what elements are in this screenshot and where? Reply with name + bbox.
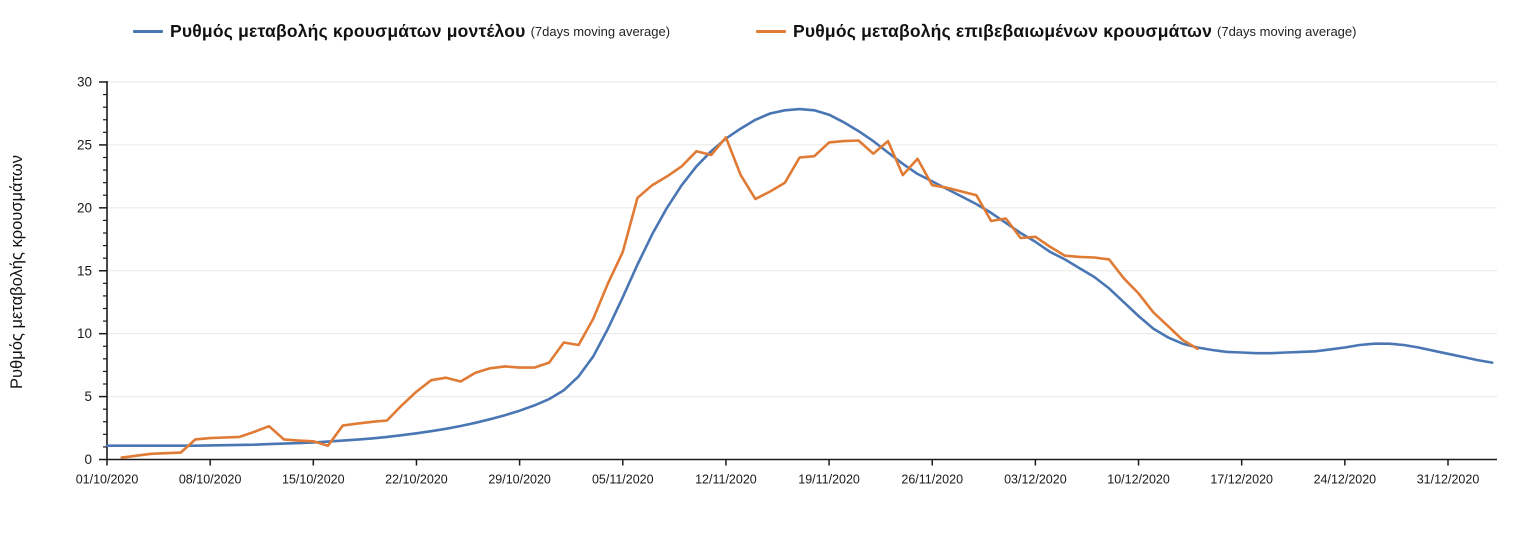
x-tick-label: 05/11/2020 bbox=[592, 473, 654, 487]
x-tick-label: 03/12/2020 bbox=[1004, 473, 1067, 487]
series-line-model bbox=[105, 107, 1494, 448]
x-tick-label: 26/11/2020 bbox=[901, 473, 963, 487]
x-tick-label: 12/11/2020 bbox=[695, 473, 757, 487]
legend-line-model-icon bbox=[133, 30, 163, 33]
x-tick-label: 10/12/2020 bbox=[1107, 473, 1170, 487]
y-tick-label: 0 bbox=[84, 452, 92, 467]
x-tick-label: 19/11/2020 bbox=[798, 473, 860, 487]
x-tick-label: 22/10/2020 bbox=[385, 473, 448, 487]
legend-label-confirmed: Ρυθμός μεταβολής επιβεβαιωμένων κρουσμάτ… bbox=[793, 21, 1213, 41]
x-tick-label: 01/10/2020 bbox=[76, 473, 139, 487]
x-tick-label: 08/10/2020 bbox=[179, 473, 242, 487]
x-tick-label: 17/12/2020 bbox=[1210, 473, 1273, 487]
y-axis-title: Ρυθμός μεταβολής κρουσμάτων bbox=[8, 155, 26, 389]
legend-line-confirmed-icon bbox=[756, 30, 786, 33]
series-line-confirmed bbox=[120, 136, 1199, 459]
y-tick-label: 30 bbox=[77, 75, 92, 90]
x-tick-label: 15/10/2020 bbox=[282, 473, 345, 487]
y-tick-label: 25 bbox=[77, 137, 92, 152]
x-tick-label: 24/12/2020 bbox=[1314, 473, 1377, 487]
y-tick-label: 5 bbox=[84, 389, 92, 404]
x-tick-label: 31/12/2020 bbox=[1417, 473, 1480, 487]
y-tick-label: 10 bbox=[77, 326, 92, 341]
legend-sublabel-confirmed: (7days moving average) bbox=[1217, 24, 1357, 39]
x-tick-label: 29/10/2020 bbox=[488, 473, 551, 487]
legend-item-confirmed[interactable]: Ρυθμός μεταβολής επιβεβαιωμένων κρουσμάτ… bbox=[756, 21, 1356, 42]
legend-label-model: Ρυθμός μεταβολής κρουσμάτων μοντέλου bbox=[170, 21, 526, 41]
y-tick-label: 20 bbox=[77, 200, 92, 215]
y-tick-label: 15 bbox=[77, 263, 92, 278]
legend-sublabel-model: (7days moving average) bbox=[530, 24, 671, 39]
legend-item-model[interactable]: Ρυθμός μεταβολής κρουσμάτων μοντέλου (7d… bbox=[133, 21, 670, 42]
